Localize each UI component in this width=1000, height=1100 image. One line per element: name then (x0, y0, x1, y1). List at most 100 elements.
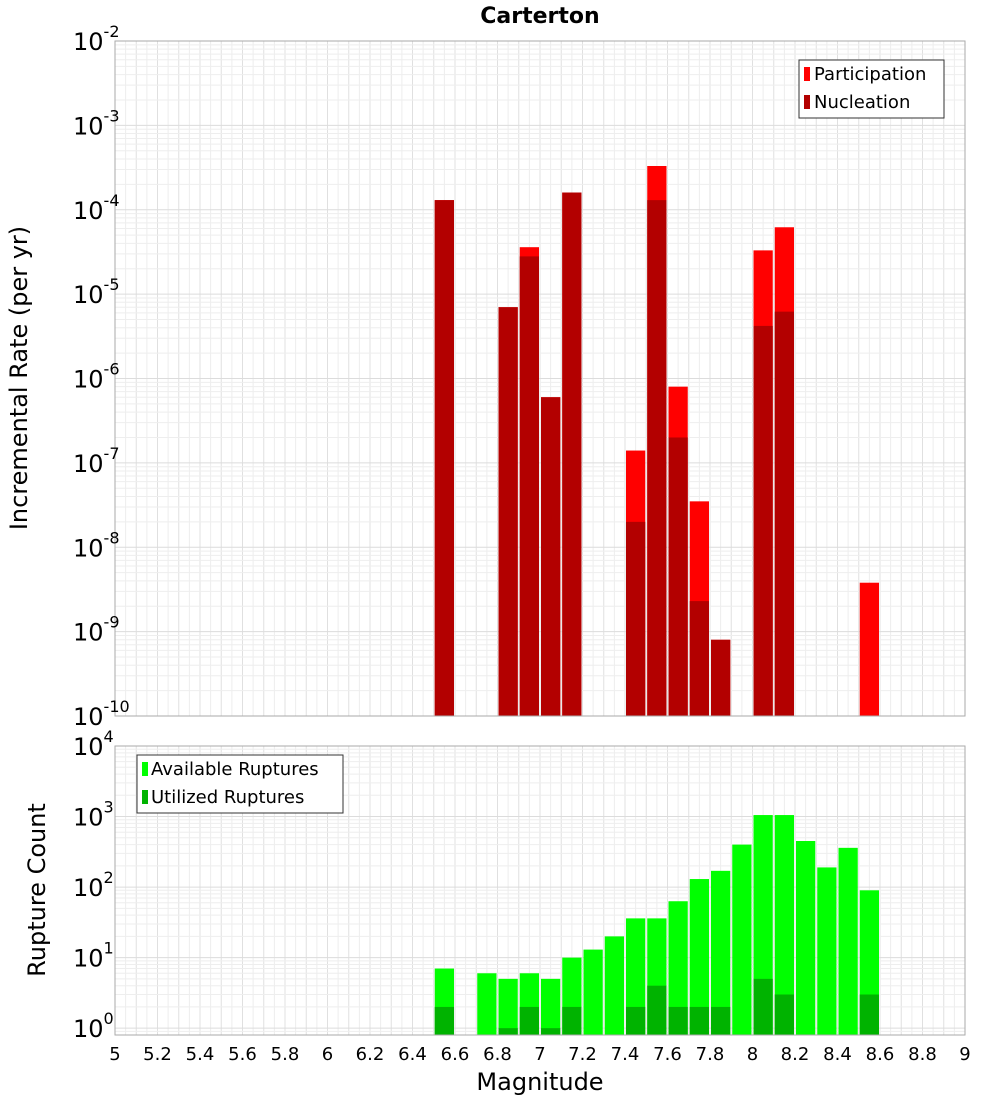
x-tick-label: 6.6 (441, 1044, 470, 1065)
count-bar (859, 994, 879, 1035)
rate-y-tick-label: 10-9 (73, 613, 120, 647)
count-bar (434, 1006, 454, 1035)
rate-y-ticks: 10-10 10-9 10-8 10-7 10-6 10-5 10-4 10-3 10-2 (73, 22, 130, 731)
x-tick-label: 5.8 (271, 1044, 300, 1065)
chart-title: Carterton (480, 4, 599, 29)
count-bar (498, 1028, 518, 1035)
x-tick-label: 8.2 (781, 1044, 810, 1065)
count-y-tick-label: 100 (73, 1009, 114, 1043)
x-ticks: 5 5.2 5.4 5.6 5.8 6 6.2 6.4 6.6 6.8 7 7.2 7.4 7.6 7.8 8… (109, 1044, 970, 1065)
count-bar (796, 841, 816, 1035)
count-y-axis-label: Rupture Count (23, 803, 51, 977)
count-bar (626, 1006, 646, 1035)
count-bar (477, 973, 497, 1035)
rate-series-1 (434, 192, 794, 717)
rate-legend-swatch (804, 67, 810, 81)
count-bar (541, 978, 561, 1035)
count-legend-swatch (142, 790, 148, 804)
rate-y-axis-label: Incremental Rate (per yr) (5, 226, 33, 530)
count-legend-box (136, 754, 344, 814)
x-tick-label: 5.4 (186, 1044, 215, 1065)
count-bar (838, 847, 858, 1035)
rate-legend-label: Nucleation (814, 92, 910, 113)
count-bar (647, 985, 667, 1035)
count-bar (711, 1006, 731, 1035)
x-tick-label: 9 (959, 1044, 970, 1065)
count-bar (689, 879, 709, 1035)
rate-bar (668, 437, 688, 716)
count-y-tick-label: 104 (73, 727, 114, 761)
count-bar (626, 918, 646, 1035)
rate-y-tick-label: 10-6 (73, 360, 120, 394)
rate-y-tick-label: 10-4 (73, 191, 120, 225)
count-bar (541, 1028, 561, 1035)
rate-y-tick-label: 10-3 (73, 106, 120, 140)
rate-legend-swatch (804, 95, 810, 109)
count-bar (774, 815, 794, 1035)
rate-legend-label: Participation (814, 64, 926, 85)
rate-bar (647, 200, 667, 716)
x-tick-label: 6 (322, 1044, 333, 1065)
count-legend-label: Utilized Ruptures (151, 787, 304, 808)
count-bar (817, 867, 837, 1035)
rate-y-tick-label: 10-2 (73, 22, 120, 56)
rate-grid (114, 40, 966, 717)
rate-bar (753, 325, 773, 716)
x-tick-label: 8.4 (823, 1044, 852, 1065)
rate-bar (519, 256, 539, 716)
rate-bar (562, 192, 582, 717)
count-plot-frame (114, 745, 966, 1036)
x-tick-label: 8.8 (908, 1044, 937, 1065)
rate-bar (711, 639, 731, 716)
rate-legend: Participation Nucleation (798, 59, 945, 119)
rate-bar (859, 582, 879, 716)
count-bar (753, 978, 773, 1035)
count-bar (583, 949, 603, 1035)
count-panel: 100 101 102 103 104 5 5.2 5.4 5.6 5.8 6 6.2 6.4 6.6 6.… (73, 727, 971, 1065)
count-bar (689, 1006, 709, 1035)
x-tick-label: 7 (534, 1044, 545, 1065)
count-bar (498, 978, 518, 1035)
x-tick-label: 8 (747, 1044, 758, 1065)
x-tick-label: 5.2 (143, 1044, 172, 1065)
count-y-ticks: 100 101 102 103 104 (73, 727, 114, 1043)
x-tick-label: 8.6 (866, 1044, 895, 1065)
x-tick-label: 5.6 (228, 1044, 257, 1065)
count-y-tick-label: 102 (73, 868, 114, 902)
rate-panel: 10-10 10-9 10-8 10-7 10-6 10-5 10-4 10-3 10-2 Par… (73, 22, 966, 731)
rate-y-tick-label: 10-7 (73, 444, 120, 478)
x-tick-label: 6.4 (398, 1044, 427, 1065)
count-bar (668, 1006, 688, 1035)
count-bar (668, 901, 688, 1035)
rate-plot-frame (114, 40, 966, 717)
x-tick-label: 5 (109, 1044, 120, 1065)
rate-bar (498, 307, 518, 716)
count-legend-swatch (142, 762, 148, 776)
count-series-1 (434, 978, 879, 1035)
count-y-tick-label: 101 (73, 939, 114, 973)
count-bar (562, 1006, 582, 1035)
x-tick-label: 6.8 (483, 1044, 512, 1065)
rate-y-tick-label: 10-10 (73, 697, 130, 731)
rate-bar (689, 601, 709, 716)
rate-bar (626, 521, 646, 716)
x-tick-label: 7.4 (611, 1044, 640, 1065)
count-legend-label: Available Ruptures (151, 759, 319, 780)
count-bar (732, 844, 752, 1035)
rate-y-tick-label: 10-5 (73, 275, 120, 309)
x-tick-label: 7.8 (696, 1044, 725, 1065)
rate-bar (434, 200, 454, 716)
count-y-tick-label: 103 (73, 798, 114, 832)
x-tick-label: 7.2 (568, 1044, 597, 1065)
count-bar (711, 870, 731, 1035)
count-legend: Available Ruptures Utilized Ruptures (136, 754, 344, 814)
count-bar (604, 936, 624, 1035)
rate-bar (774, 311, 794, 716)
rate-bar (541, 397, 561, 716)
rate-legend-box (798, 59, 945, 119)
count-bar (774, 994, 794, 1035)
x-tick-label: 6.2 (356, 1044, 385, 1065)
x-axis-label: Magnitude (476, 1068, 603, 1096)
count-bar (519, 1006, 539, 1035)
